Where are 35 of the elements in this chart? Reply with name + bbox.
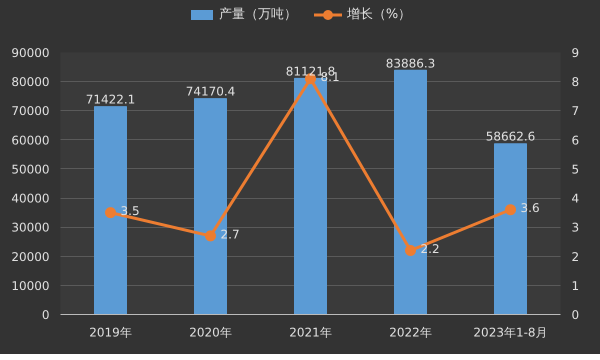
x-tick-label: 2022年 <box>389 326 432 340</box>
y-tick-label: 60000 <box>11 133 50 148</box>
data-label: 83886.3 <box>386 56 436 70</box>
y2-tick-label: 8 <box>572 75 580 90</box>
legend-label: 增长（%） <box>346 6 412 24</box>
y2-tick-label: 0 <box>572 308 580 322</box>
y-tick-label: 40000 <box>11 192 50 206</box>
point <box>505 204 516 216</box>
y2-tick-label: 4 <box>572 192 580 206</box>
y-tick-label: 50000 <box>11 162 50 176</box>
point <box>205 230 216 242</box>
data-label: 74170.4 <box>186 84 236 99</box>
y2-tick-label: 5 <box>572 162 580 176</box>
data-label: 71422.1 <box>86 92 136 107</box>
y-tick-label: 90000 <box>11 46 50 60</box>
y2-tick-label: 2 <box>572 250 580 264</box>
data-label: 58662.6 <box>486 130 536 144</box>
legend-label: 产量（万吨） <box>218 6 297 24</box>
x-tick-label: 2020年 <box>189 326 232 340</box>
x-tick-label: 2021年 <box>289 326 332 340</box>
point <box>105 207 116 218</box>
x-tick-label: 2019年 <box>89 326 132 340</box>
y-tick-label: 70000 <box>11 104 50 118</box>
y2-tick-label: 9 <box>572 46 580 60</box>
y-tick-label: 80000 <box>11 75 50 90</box>
y-tick-label: 30000 <box>11 220 50 235</box>
x-tick-label: 2023年1-8月 <box>473 326 548 340</box>
y2-tick-label: 3 <box>572 220 580 235</box>
y-tick-label: 0 <box>42 308 50 322</box>
y-tick-label: 20000 <box>11 250 50 264</box>
y-tick-label: 10000 <box>11 278 50 293</box>
y2-tick-label: 1 <box>572 278 580 293</box>
y2-tick-label: 7 <box>572 104 580 118</box>
y2-tick-label: 6 <box>572 133 580 148</box>
point <box>405 244 416 256</box>
